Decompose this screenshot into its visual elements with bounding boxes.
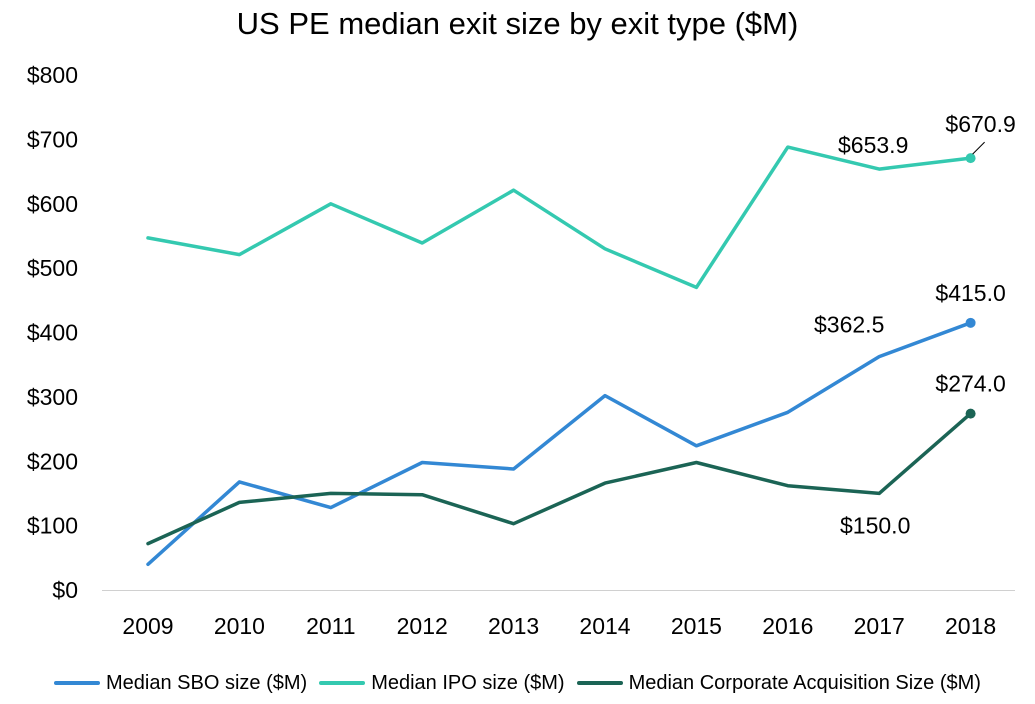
x-tick-label: 2015	[671, 613, 722, 639]
series-end-marker-3	[965, 408, 976, 419]
y-tick-label: $200	[27, 448, 78, 474]
x-tick-label: 2009	[122, 613, 173, 639]
series-line-1	[146, 321, 973, 567]
y-tick-label: $800	[27, 62, 78, 88]
y-tick-label: $500	[27, 255, 78, 281]
data-label: $653.9	[838, 132, 908, 158]
x-tick-label: 2017	[854, 613, 905, 639]
leader-line	[972, 141, 985, 155]
legend-item: Median Corporate Acquisition Size ($M)	[576, 671, 981, 695]
y-tick-label: $300	[27, 384, 78, 410]
legend-label: Median SBO size ($M)	[106, 671, 308, 694]
chart-title: US PE median exit size by exit type ($M)	[236, 6, 799, 41]
x-tick-label: 2012	[397, 613, 448, 639]
y-tick-label: $400	[27, 320, 78, 346]
x-tick-label: 2018	[945, 613, 996, 639]
legend-swatch	[576, 681, 623, 685]
x-tick-label: 2013	[488, 613, 539, 639]
x-tick-label: 2010	[214, 613, 265, 639]
series-line-2	[146, 145, 973, 290]
legend-item: Median SBO size ($M)	[54, 672, 307, 695]
legend: Median SBO size ($M) Median IPO size ($M)…	[0, 668, 1035, 698]
y-tick-label: $600	[27, 191, 78, 217]
y-tick-label: $100	[27, 513, 78, 539]
data-label: $415.0	[935, 280, 1005, 306]
data-label: $150.0	[840, 512, 910, 538]
data-label: $274.0	[935, 371, 1005, 397]
x-tick-label: 2016	[762, 613, 813, 639]
legend-label: Median Corporate Acquisition Size ($M)	[628, 671, 981, 694]
series-end-marker-2	[965, 153, 976, 164]
data-label: $670.9	[945, 111, 1015, 137]
y-tick-label: $700	[27, 126, 78, 152]
legend-item: Median IPO size ($M)	[319, 671, 565, 695]
legend-label: Median IPO size ($M)	[371, 671, 565, 694]
series-end-marker-1	[965, 317, 976, 328]
series-line-3	[146, 411, 973, 546]
x-tick-label: 2011	[306, 613, 355, 639]
y-tick-label: $0	[52, 577, 78, 603]
legend-swatch	[54, 681, 101, 685]
x-tick-label: 2014	[579, 613, 630, 639]
data-label: $362.5	[814, 312, 884, 338]
legend-swatch	[319, 681, 366, 685]
